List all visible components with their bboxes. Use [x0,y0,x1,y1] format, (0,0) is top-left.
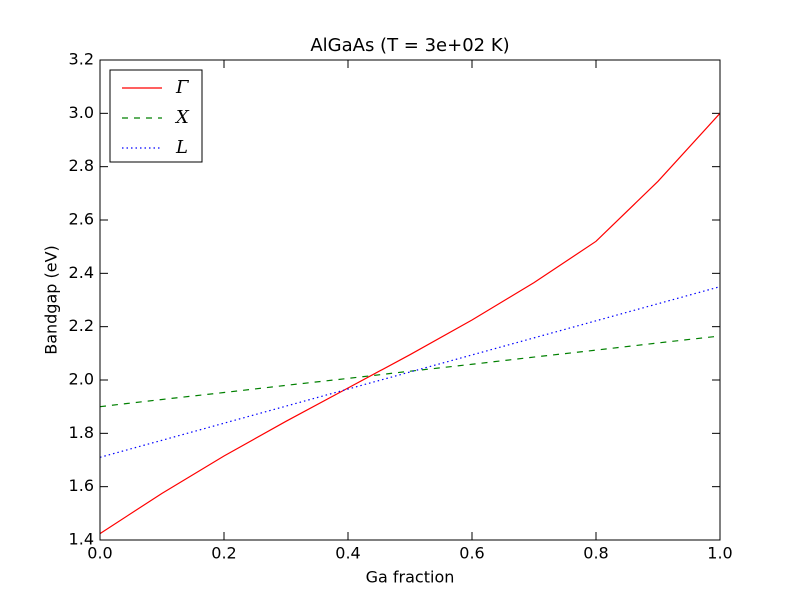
line-series [99,286,721,458]
legend-box [109,69,203,163]
y-tick-label: 2.2 [69,316,94,335]
chart-title: AlGaAs (T = 3e+02 K) [310,35,509,56]
y-tick-label: 1.6 [69,476,94,495]
x-tick-label: 0.4 [335,544,360,563]
y-tick-label: 3.2 [69,50,94,69]
y-tick-label: 3.0 [69,103,94,122]
legend-label: X [174,107,190,128]
y-tick-label: 2.8 [69,156,94,175]
y-tick-label: 1.4 [69,530,94,549]
y-axis-label: Bandgap (eV) [42,245,61,355]
x-tick-label: 0.6 [459,544,484,563]
legend-label: L [175,137,188,158]
y-tick-label: 2.4 [69,263,94,282]
plot-frame [99,59,721,541]
x-axis-label: Ga fraction [366,568,455,587]
x-tick-label: 1.0 [707,544,732,563]
y-tick-label: 1.8 [69,423,94,442]
x-tick-label: 0.0 [87,544,112,563]
legend-label: Γ [175,77,190,98]
x-tick-label: 0.2 [211,544,236,563]
y-tick-label: 2.0 [69,370,94,389]
y-tick-label: 2.6 [69,210,94,229]
x-tick-label: 0.8 [583,544,608,563]
line-series [99,335,721,408]
line-series [99,112,721,535]
